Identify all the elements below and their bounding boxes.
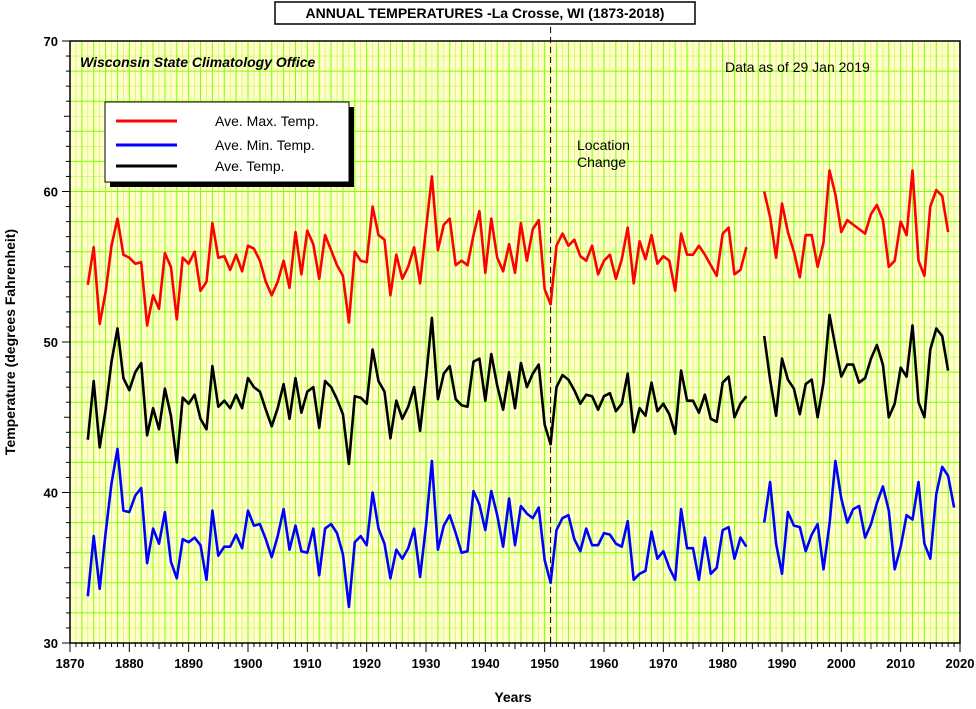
- x-tick-label: 1940: [471, 656, 500, 671]
- y-tick-label: 30: [44, 636, 58, 651]
- legend: Ave. Max. Temp. Ave. Min. Temp. Ave. Tem…: [104, 101, 354, 187]
- axis-ticks: [62, 40, 961, 652]
- x-tick-label: 1880: [115, 656, 144, 671]
- x-tick-label: 2000: [827, 656, 856, 671]
- x-tick-label: 2010: [886, 656, 915, 671]
- x-tick-label: 1950: [530, 656, 559, 671]
- legend-label-avg: Ave. Temp.: [215, 158, 285, 174]
- x-tick-label: 1890: [174, 656, 203, 671]
- series-line-1: [86, 447, 748, 609]
- x-axis-label: Years: [494, 689, 532, 705]
- location-change-label-line2: Change: [577, 154, 626, 170]
- y-tick-label: 60: [44, 185, 58, 200]
- series-layer: [86, 169, 956, 609]
- x-tick-label: 1980: [708, 656, 737, 671]
- y-tick-label: 50: [44, 335, 58, 350]
- x-tick-label: 1930: [412, 656, 441, 671]
- series-line-2: [86, 316, 748, 466]
- y-tick-labels: 30 40 50 60 70: [44, 34, 58, 651]
- x-tick-label: 1990: [768, 656, 797, 671]
- series-line-0: [762, 169, 950, 279]
- chart-title: ANNUAL TEMPERATURES -La Crosse, WI (1873…: [306, 5, 665, 21]
- location-change-label-line1: Location: [577, 137, 630, 153]
- chart-title-box: [274, 1, 696, 25]
- y-axis-label: Temperature (degrees Fahrenheit): [2, 229, 18, 455]
- x-tick-label: 2020: [946, 656, 975, 671]
- legend-label-max: Ave. Max. Temp.: [215, 113, 319, 129]
- series-line-2: [762, 313, 950, 419]
- x-tick-label: 1970: [649, 656, 678, 671]
- x-tick-label: 1920: [352, 656, 381, 671]
- series-line-0: [86, 175, 748, 327]
- legend-label-min: Ave. Min. Temp.: [215, 137, 315, 153]
- x-tick-label: 1910: [293, 656, 322, 671]
- x-tick-labels: 1870 1880 1890 1900 1910 1920 1930 1940 1950 1960…: [56, 656, 975, 671]
- series-line-1: [762, 459, 956, 576]
- y-tick-label: 40: [44, 486, 58, 501]
- data-date-note: Data as of 29 Jan 2019: [725, 59, 870, 75]
- x-tick-label: 1870: [56, 656, 85, 671]
- x-tick-label: 1960: [590, 656, 619, 671]
- source-label: Wisconsin State Climatology Office: [80, 54, 316, 70]
- x-tick-label: 1900: [234, 656, 263, 671]
- y-tick-label: 70: [44, 34, 58, 49]
